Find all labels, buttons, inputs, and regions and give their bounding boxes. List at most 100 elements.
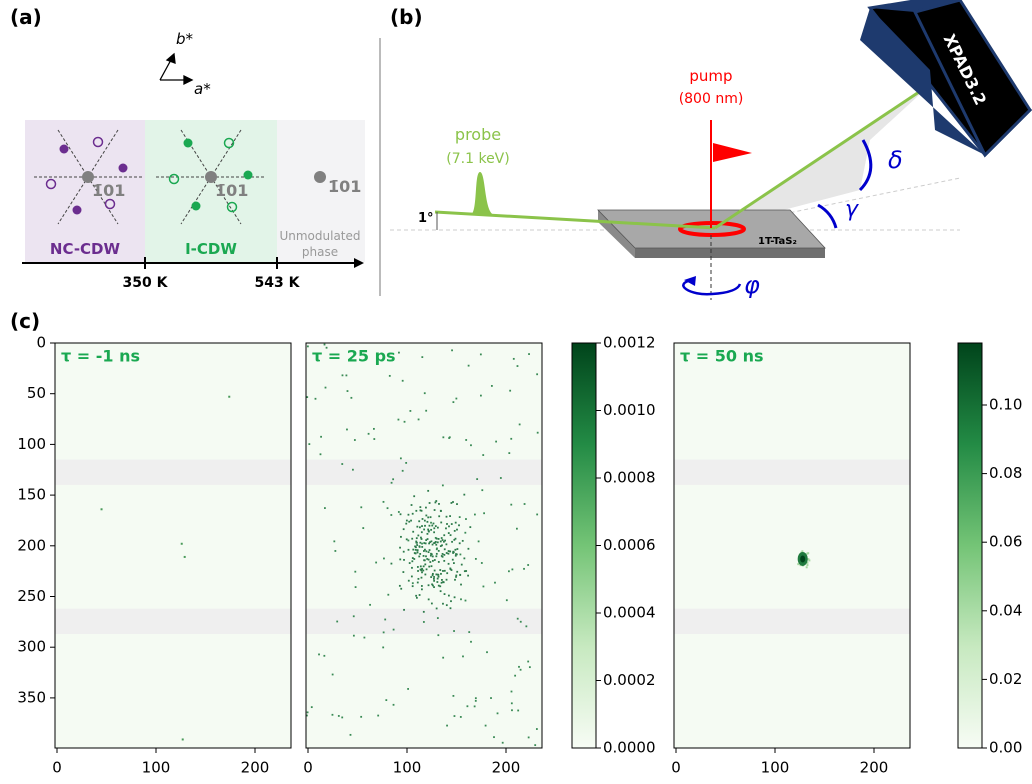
pixel-dot [511,709,513,711]
pixel-dot [425,555,427,557]
pixel-dot [408,521,410,523]
pixel-dot [446,572,448,574]
pixel-dot [390,514,392,516]
pixel-dot [332,714,334,716]
pixel-dot [409,562,411,564]
pixel-dot [325,387,327,389]
pixel-dot [518,666,520,668]
pixel-dot [181,543,183,545]
pixel-dot [468,365,470,367]
pixel-dot [352,469,354,471]
pixel-dot [508,452,510,454]
pixel-dot [807,552,809,554]
pixel-dot [469,526,471,528]
pixel-dot [460,554,462,556]
pixel-dot [382,647,384,649]
pixel-dot [442,603,444,605]
colorbar-tick-label: 0.10 [989,396,1022,414]
pixel-dot [463,557,465,559]
pixel-dot [493,736,495,738]
pixel-dot [408,514,410,516]
pixel-dot [443,541,445,543]
pixel-dot [461,564,463,566]
pixel-dot [387,594,389,596]
pixel-dot [437,527,439,529]
pixel-dot [475,697,477,699]
pixel-dot [534,744,536,746]
pixel-dot [446,516,448,518]
y-tick-label: 0 [36,334,46,352]
pixel-dot [438,515,440,517]
y-tick-label: 350 [17,688,46,706]
colorbar-tick-label: 0.02 [989,670,1022,688]
pixel-dot [429,561,431,563]
y-tick-label: 200 [17,536,46,554]
pixel-dot [387,507,389,509]
pixel-dot [446,552,448,554]
pixel-dot [455,522,457,524]
pixel-dot [415,510,417,512]
pixel-dot [806,566,808,568]
pixel-dot [424,563,426,565]
pixel-dot [424,520,426,522]
pixel-dot [537,432,539,434]
pump-label: pump [689,67,732,85]
pixel-dot [334,550,336,552]
pixel-dot [414,546,416,548]
pixel-dot [460,716,462,718]
pixel-dot [436,538,438,540]
pixel-dot [101,508,103,510]
pixel-dot [417,566,419,568]
pixel-dot [459,516,461,518]
pixel-dot [421,543,423,545]
pixel-dot [513,358,515,360]
pixel-dot [429,525,431,527]
vector-label: a* [194,80,211,98]
pixel-dot [433,527,435,529]
pixel-dot [442,539,444,541]
pixel-dot [184,556,186,558]
pixel-dot [420,569,422,571]
colorbar-tick-label: 0.00 [989,739,1022,757]
pixel-dot [456,503,458,505]
pixel-dot [403,528,405,530]
pixel-dot [423,529,425,531]
pixel-dot [350,397,352,399]
pixel-dot [448,550,450,552]
pixel-dot [443,560,445,562]
pixel-dot [416,544,418,546]
pixel-dot [441,544,443,546]
pixel-dot [418,520,420,522]
pixel-dot [440,522,442,524]
x-tick-label: 0 [52,759,62,777]
pixel-dot [406,520,408,522]
pixel-dot [428,598,430,600]
pixel-dot [429,502,431,504]
pixel-dot [417,582,419,584]
pixel-dot [482,454,484,456]
pixel-dot [470,444,472,446]
colorbar-tick-label: 0.0006 [603,536,656,554]
pixel-dot [433,586,435,588]
pixel-dot [491,385,493,387]
pixel-dot [468,548,470,550]
pixel-dot [307,345,309,347]
pixel-dot [415,549,417,551]
pixel-dot [354,571,356,573]
temperature-label: 543 K [255,275,301,291]
pixel-dot [502,742,504,744]
pixel-dot [427,533,429,535]
pixel-dot [438,538,440,540]
pixel-dot [423,565,425,567]
pixel-dot [458,524,460,526]
pixel-dot [436,608,438,610]
pixel-dot [446,543,448,545]
pixel-dot [389,375,391,377]
pixel-dot [377,715,379,717]
pixel-dot [419,542,421,544]
pixel-dot [405,523,407,525]
colorbar [958,343,982,748]
pixel-dot [425,550,427,552]
pixel-dot [428,551,430,553]
pixel-dot [411,538,413,540]
